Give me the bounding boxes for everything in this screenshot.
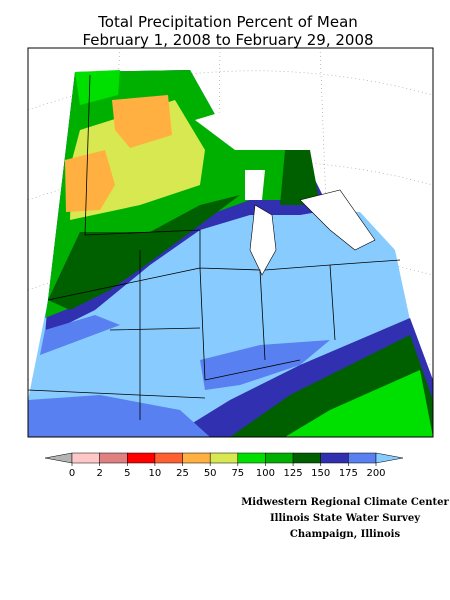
region-175-200 [28,395,210,437]
title-line: February 1, 2008 to February 29, 2008 [82,31,373,49]
map [27,47,434,438]
legend-swatch [127,452,156,464]
legend-tick-label: 150 [311,468,330,479]
legend-tick-label: 175 [339,468,358,479]
legend-tick-label: 2 [96,468,102,479]
legend-tick-label: 0 [69,468,75,479]
legend-tick-label: 200 [366,468,385,479]
map-frame [27,47,434,438]
credit-line: Midwestern Regional Climate Center [241,497,449,508]
state-borders [27,74,401,420]
legend-swatch [237,452,266,464]
legend-tick-label: 10 [149,468,162,479]
region-75-100 [75,70,120,105]
region-125-150 [48,195,240,310]
lake-michigan [249,204,277,276]
legend: 0 2 5 10 25 50 75 100 125 150 175 200 [44,452,404,479]
region-175-200 [200,340,330,390]
legend-swatch [209,452,239,464]
legend-tick-label: 100 [256,468,275,479]
legend-swatch [71,452,100,464]
lake-superior [195,105,290,150]
credit-line: Illinois State Water Survey [270,513,421,524]
legend-arrow-low [44,452,73,464]
legend-swatch [320,452,349,464]
legend-tick-label: 125 [284,468,303,479]
region-75-100 [285,370,433,437]
legend-swatch [154,452,183,464]
region-125-150 [280,150,320,205]
title-line: Total Precipitation Percent of Mean [97,13,358,31]
region-25-50 [65,150,115,212]
legend-tick-label: 50 [204,468,217,479]
legend-tick-label: 25 [176,468,189,479]
legend-swatch [265,452,294,464]
lake-huron [299,189,376,251]
legend-tick-label: 75 [231,468,244,479]
legend-swatch [182,452,211,464]
legend-tick-label: 5 [124,468,130,479]
legend-swatch [99,452,128,464]
credit-line: Champaign, Illinois [290,529,401,540]
legend-swatch [292,452,321,464]
region-175-200 [40,315,120,355]
legend-arrow-high [375,452,404,464]
legend-swatch [348,452,377,464]
region-no-data [245,170,265,200]
region-25-50 [112,95,172,148]
